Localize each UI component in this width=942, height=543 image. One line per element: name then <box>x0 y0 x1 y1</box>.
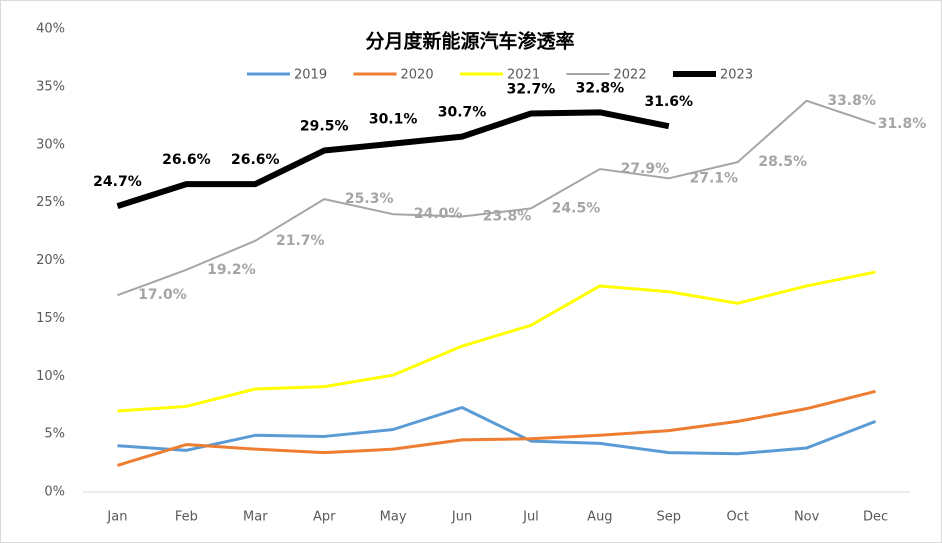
line-series <box>116 109 670 209</box>
x-tick-label: Feb <box>175 510 198 525</box>
legend-label: 2023 <box>720 68 753 83</box>
data-label: 24.7% <box>93 174 142 190</box>
data-label: 17.0% <box>138 287 187 303</box>
x-tick-label: Mar <box>243 510 268 525</box>
y-tick-label: 0% <box>44 485 65 500</box>
x-tick-label: Dec <box>863 510 888 525</box>
data-label: 32.7% <box>507 81 556 97</box>
line-series <box>117 99 876 297</box>
data-label: 23.8% <box>483 209 532 225</box>
data-label: 30.1% <box>369 112 418 128</box>
data-label: 25.3% <box>345 191 394 207</box>
data-label: 27.1% <box>690 170 739 186</box>
y-tick-label: 40% <box>36 22 65 37</box>
x-tick-label: Apr <box>313 510 336 525</box>
y-tick-label: 30% <box>36 137 65 152</box>
legend-label: 2019 <box>294 68 327 83</box>
data-label: 19.2% <box>207 262 256 278</box>
legend-label: 2022 <box>614 68 647 83</box>
line-series <box>117 406 877 456</box>
data-label: 29.5% <box>300 119 349 135</box>
x-tick-label: Jan <box>106 510 127 525</box>
y-tick-label: 25% <box>36 195 65 210</box>
y-tick-label: 10% <box>36 369 65 384</box>
data-label: 24.5% <box>552 200 601 216</box>
x-tick-label: Jun <box>451 510 472 525</box>
chart-title: 分月度新能源汽车渗透率 <box>365 30 574 53</box>
data-label: 33.8% <box>827 93 876 109</box>
data-label: 28.5% <box>758 154 807 170</box>
x-tick-label: Oct <box>726 510 748 525</box>
x-tick-label: May <box>380 510 407 525</box>
line-series <box>117 270 876 413</box>
y-tick-label: 20% <box>36 253 65 268</box>
x-tick-label: Sep <box>657 510 682 525</box>
data-label: 24.0% <box>414 206 463 222</box>
data-label: 21.7% <box>276 233 325 249</box>
data-label: 26.6% <box>231 152 280 168</box>
x-tick-label: Jul <box>522 510 539 525</box>
legend-label: 2021 <box>507 68 540 83</box>
y-tick-label: 15% <box>36 311 65 326</box>
y-tick-label: 5% <box>44 427 65 442</box>
data-label: 30.7% <box>438 105 487 121</box>
legend-label: 2020 <box>401 68 434 83</box>
y-tick-label: 35% <box>36 79 65 94</box>
data-label: 31.6% <box>645 94 694 110</box>
data-label: 31.8% <box>878 116 927 132</box>
x-tick-label: Aug <box>587 510 612 525</box>
data-label: 26.6% <box>162 152 211 168</box>
data-label: 27.9% <box>621 161 670 177</box>
data-label: 32.8% <box>576 80 625 96</box>
x-tick-label: Nov <box>794 510 820 525</box>
line-series <box>117 389 876 467</box>
